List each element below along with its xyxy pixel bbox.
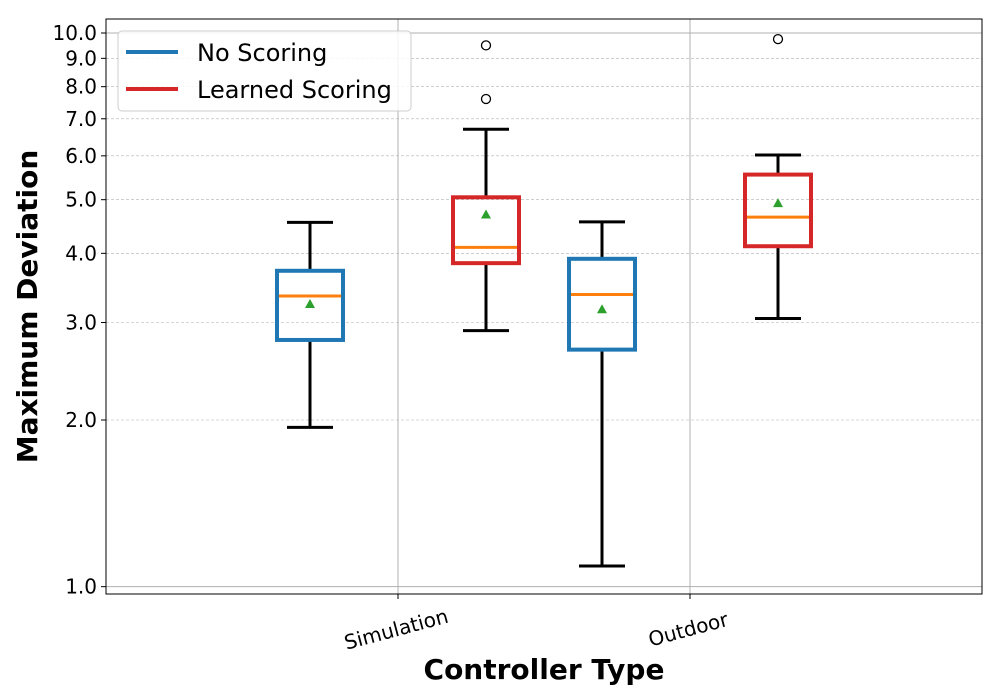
box-learned-scoring-outdoor (743, 33, 813, 321)
plot-frame (105, 18, 983, 595)
iqr-box (743, 172, 813, 249)
box-learned-scoring-simulation (451, 40, 521, 333)
box-no-scoring-simulation (275, 220, 345, 429)
outlier-point (480, 93, 492, 105)
outlier-point (772, 33, 784, 45)
y-tick-label: 8.0 (65, 75, 97, 99)
iqr-box (275, 268, 345, 342)
x-axis-title: Controller Type (424, 653, 665, 686)
boxes (275, 33, 813, 568)
y-tick-label: 5.0 (65, 188, 97, 212)
y-tick-label: 2.0 (65, 408, 97, 432)
box-no-scoring-outdoor (567, 220, 637, 568)
legend-frame (117, 30, 412, 112)
y-axis-title: Maximum Deviation (11, 150, 44, 464)
y-tick-label: 9.0 (65, 46, 97, 70)
mean-marker (305, 299, 315, 309)
y-tick-label: 1.0 (65, 575, 97, 599)
y-tick-label: 10.0 (52, 21, 97, 45)
mean-marker (481, 209, 491, 219)
y-tick-label: 4.0 (65, 241, 97, 265)
y-tick-label: 6.0 (65, 144, 97, 168)
iqr-box (567, 256, 637, 352)
legend-label-learned-scoring: Learned Scoring (197, 76, 392, 104)
legend: No Scoring Learned Scoring (117, 30, 412, 112)
y-tick-label: 3.0 (65, 311, 97, 335)
mean-marker (597, 304, 607, 314)
y-axis-ticks: 1.0 2.0 3.0 4.0 5.0 6.0 7.0 8.0 9.010.0 (52, 21, 106, 599)
iqr-box (451, 195, 521, 266)
legend-label-no-scoring: No Scoring (197, 39, 327, 67)
mean-marker (773, 198, 783, 208)
outlier-point (480, 40, 492, 51)
y-tick-label: 7.0 (65, 107, 97, 131)
